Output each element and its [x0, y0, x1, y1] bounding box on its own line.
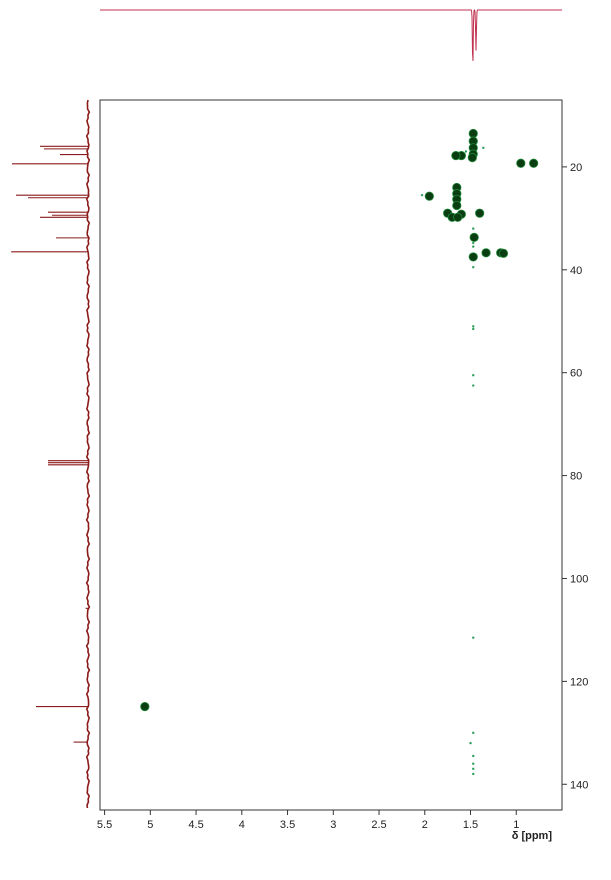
noise-dot: [472, 731, 475, 735]
noise-dot: [472, 754, 475, 758]
noise-dot: [472, 227, 475, 230]
y-tick-label: 60: [570, 368, 582, 380]
x-axis-title: δ [ppm]: [512, 830, 553, 842]
x-tick-label: 1.5: [463, 819, 478, 831]
cross-peak: [453, 212, 463, 222]
noise-dot: [472, 327, 475, 331]
x-tick-label: 4: [239, 819, 245, 831]
noise-dot: [472, 241, 475, 245]
noise-dot: [472, 266, 475, 269]
noise-dot: [464, 150, 468, 153]
top-projection-trace: [100, 9, 562, 61]
noise-layer: [420, 146, 485, 776]
x-tick-label: 1: [513, 819, 519, 831]
x-tick-label: 5.5: [97, 819, 112, 831]
noise-dot: [469, 741, 472, 745]
y-tick-label: 20: [570, 162, 582, 174]
noise-dot: [472, 636, 475, 639]
cross-peak: [516, 158, 526, 168]
x-tick-label: 3.5: [280, 819, 295, 831]
x-tick-label: 2.5: [371, 819, 386, 831]
cross-peak: [140, 701, 150, 712]
cross-peak: [468, 128, 478, 139]
x-axis: 5.5 5 4.5 4 3.5 3 2.5 2 1.5 1: [97, 810, 519, 831]
plot-frame: [99, 99, 563, 811]
y-tick-label: 100: [570, 573, 588, 585]
cross-peak: [424, 191, 434, 201]
y-axis: 20 40 60 80 100 120 140: [562, 162, 588, 791]
left-projection-trace: [11, 99, 91, 809]
x-tick-label: 4.5: [188, 819, 203, 831]
y-tick-label: 80: [570, 471, 582, 483]
cross-peak: [498, 248, 509, 258]
cross-peak: [467, 153, 477, 163]
x-tick-label: 3: [330, 819, 336, 831]
noise-dot: [472, 245, 475, 248]
noise-dot: [472, 762, 475, 765]
noise-dot: [472, 767, 475, 771]
noise-dot: [472, 772, 475, 776]
y-tick-label: 120: [570, 676, 588, 688]
cross-peak: [529, 158, 539, 168]
cross-peaks-layer: [140, 128, 539, 712]
noise-dot: [420, 193, 424, 197]
cross-peak: [468, 252, 478, 262]
cross-peak: [475, 208, 485, 218]
noise-dot: [472, 325, 475, 328]
cross-peak: [481, 248, 491, 258]
noise-dot: [472, 384, 475, 387]
x-tick-label: 5: [147, 819, 153, 831]
y-tick-label: 40: [570, 265, 582, 277]
cross-peak: [452, 200, 462, 211]
x-tick-label: 2: [422, 819, 428, 831]
cross-peak: [469, 232, 479, 242]
noise-dot: [472, 374, 475, 377]
noise-dot: [482, 146, 485, 150]
cross-peak: [451, 150, 461, 161]
y-tick-label: 140: [570, 779, 588, 791]
top-projection-line: [100, 9, 562, 61]
left-projection-baseline: [85, 99, 91, 809]
